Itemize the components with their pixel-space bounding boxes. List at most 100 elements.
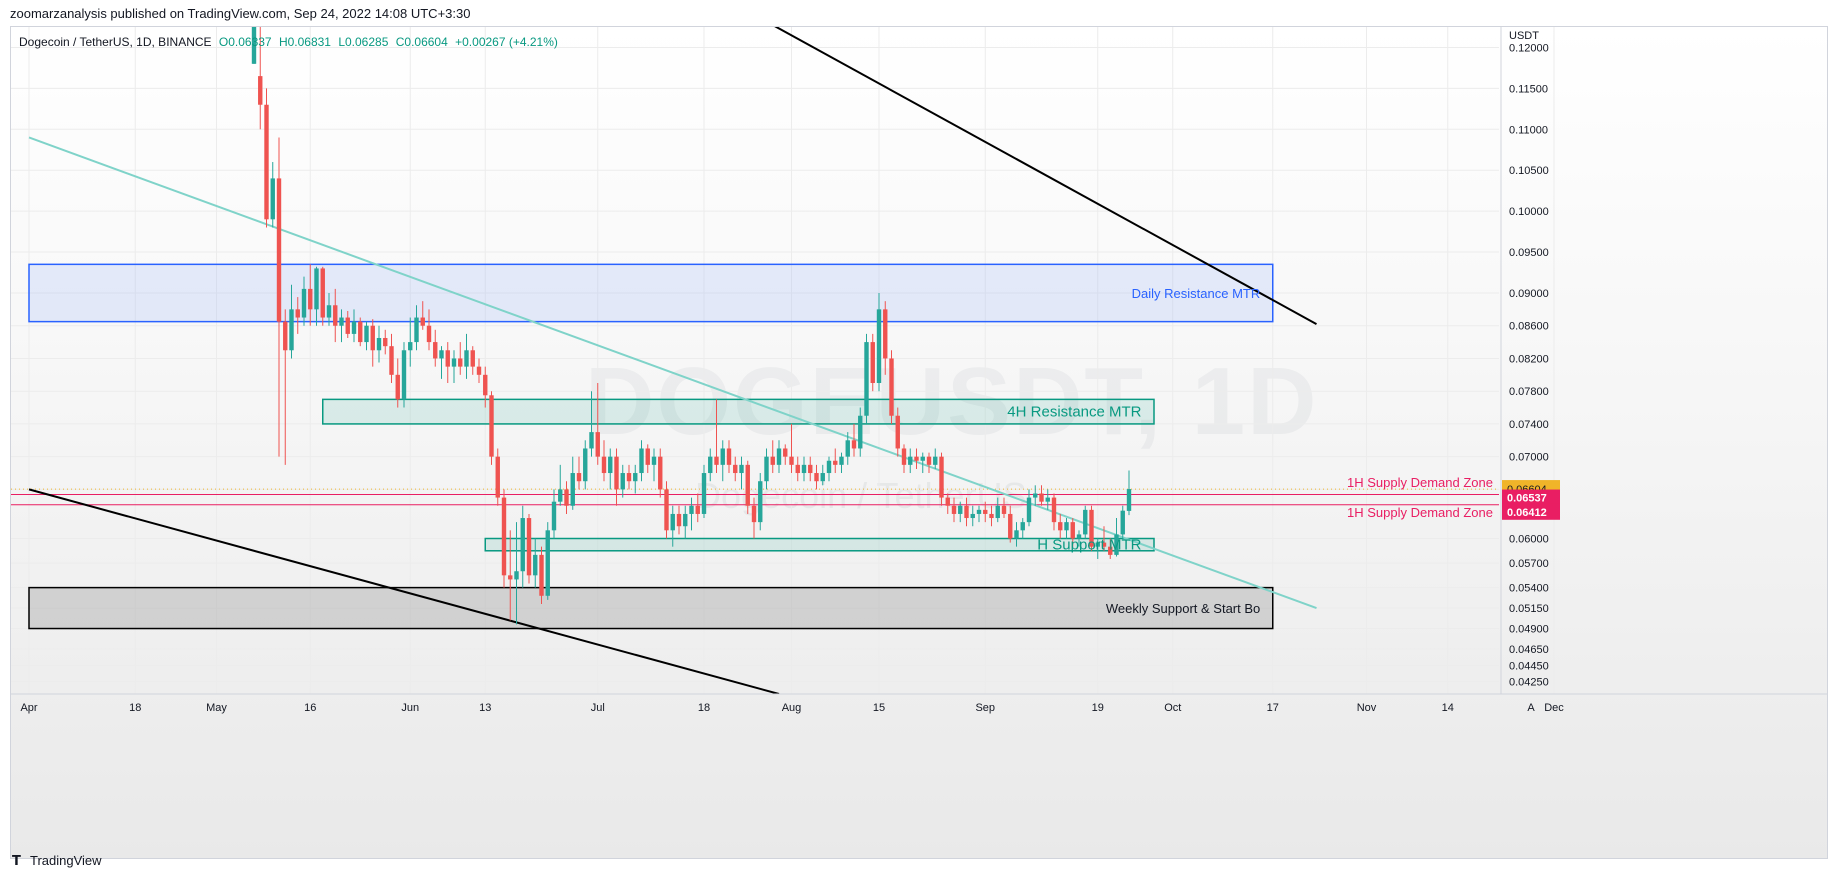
candle-body bbox=[433, 342, 438, 359]
candle-body bbox=[1089, 509, 1094, 547]
time-tick-label: Dec bbox=[1544, 702, 1564, 714]
candle-body bbox=[1058, 522, 1063, 531]
candle-body bbox=[1070, 522, 1075, 539]
price-tick-label: 0.12000 bbox=[1509, 42, 1549, 54]
candle-body bbox=[470, 350, 475, 367]
candle-body bbox=[589, 432, 594, 449]
candle-body bbox=[751, 505, 757, 523]
auto-scale-button[interactable]: A bbox=[1527, 702, 1535, 714]
candle-body bbox=[989, 513, 994, 519]
time-tick-label: Jul bbox=[591, 702, 605, 714]
candle-body bbox=[1108, 546, 1113, 555]
footer-brand[interactable]: TradingView bbox=[30, 853, 102, 868]
candle-body bbox=[283, 321, 288, 351]
candle-body bbox=[864, 342, 869, 416]
candle-body bbox=[1020, 522, 1025, 531]
candle-body bbox=[633, 473, 638, 482]
supply-zone-label: 1H Supply Demand Zone bbox=[1347, 505, 1493, 520]
ohlc-open: O0.06337 bbox=[218, 35, 272, 49]
candle-body bbox=[1076, 534, 1082, 539]
candle-body bbox=[851, 440, 857, 449]
time-tick-label: Sep bbox=[975, 702, 995, 714]
candle-body bbox=[745, 464, 750, 506]
candle-body bbox=[451, 358, 457, 367]
candle-body bbox=[658, 456, 663, 490]
price-tick-label: 0.09500 bbox=[1509, 247, 1549, 259]
time-tick-label: Aug bbox=[782, 702, 802, 714]
candle-body bbox=[651, 456, 657, 465]
candle-body bbox=[414, 317, 419, 343]
candle-body bbox=[795, 464, 800, 474]
time-tick-label: Jun bbox=[401, 702, 419, 714]
supply-price-tag bbox=[1502, 489, 1560, 506]
time-tick-label: Oct bbox=[1164, 702, 1181, 714]
candle-body bbox=[645, 448, 650, 465]
candle-body bbox=[351, 321, 357, 334]
supply-price-tag bbox=[1502, 503, 1560, 520]
candle-body bbox=[883, 309, 888, 359]
candle-body bbox=[308, 288, 313, 310]
candle-body bbox=[583, 448, 588, 482]
zone-rect bbox=[28, 263, 1274, 323]
chart-pane[interactable]: DOGEUSDT, 1D Dogecoin / TetherUS Daily R… bbox=[10, 26, 1828, 859]
candle-body bbox=[464, 350, 469, 367]
candle-body bbox=[714, 456, 719, 465]
candle-body bbox=[670, 513, 675, 531]
candle-body bbox=[833, 460, 838, 465]
candle-body bbox=[895, 415, 900, 449]
candlestick-chart[interactable]: Daily Resistance MTR 4H Resistance MTR H S… bbox=[11, 27, 1827, 858]
candle-body bbox=[495, 456, 500, 498]
candle-body bbox=[908, 456, 913, 465]
candle-body bbox=[1126, 489, 1132, 511]
supply-price-value: 0.06537 bbox=[1507, 493, 1547, 505]
candle-body bbox=[958, 505, 963, 514]
candle-body bbox=[476, 366, 482, 375]
candle-body bbox=[558, 489, 563, 502]
candle-body bbox=[758, 481, 763, 523]
candle-body bbox=[289, 309, 294, 351]
time-tick-label: 18 bbox=[129, 702, 141, 714]
price-tick-label: 0.05700 bbox=[1509, 558, 1549, 570]
candle-body bbox=[533, 554, 538, 576]
candle-body bbox=[276, 178, 282, 322]
candle-body bbox=[1045, 497, 1050, 502]
price-tick-label: 0.07800 bbox=[1509, 386, 1549, 398]
candle-body bbox=[839, 456, 844, 465]
candle-body bbox=[708, 456, 713, 474]
candle-body bbox=[926, 456, 932, 465]
price-axis-unit: USDT bbox=[1509, 30, 1539, 42]
time-tick-label: 15 bbox=[873, 702, 885, 714]
price-tick-label: 0.04450 bbox=[1509, 660, 1549, 672]
footer: 𝗧 TradingView bbox=[0, 845, 1834, 875]
candle-body bbox=[264, 104, 269, 220]
price-tick-label: 0.10500 bbox=[1509, 165, 1549, 177]
candle-body bbox=[739, 464, 744, 474]
candle-body bbox=[1001, 505, 1007, 514]
candle-body bbox=[970, 513, 975, 519]
candle-body bbox=[639, 448, 644, 474]
candle-body bbox=[483, 374, 488, 396]
candle-body bbox=[733, 464, 738, 474]
price-tick-label: 0.08600 bbox=[1509, 321, 1549, 333]
candle-body bbox=[295, 309, 300, 318]
candle-body bbox=[445, 350, 450, 367]
candle-body bbox=[376, 337, 382, 351]
trendline-upper-channel bbox=[774, 27, 1317, 325]
price-tick-label: 0.09000 bbox=[1509, 288, 1549, 300]
candle-body bbox=[1026, 497, 1032, 523]
tradingview-logo-icon[interactable]: 𝗧 bbox=[12, 853, 21, 868]
time-tick-label: 17 bbox=[1267, 702, 1279, 714]
trendline-lower-channel bbox=[28, 488, 780, 694]
candle-body bbox=[1095, 542, 1100, 547]
candle-body bbox=[608, 456, 613, 474]
ohlc-symbol: Dogecoin / TetherUS, 1D, BINANCE bbox=[19, 35, 212, 49]
candle-body bbox=[395, 374, 400, 400]
candle-body bbox=[458, 358, 463, 367]
candle-body bbox=[420, 317, 425, 326]
zone-rect bbox=[28, 586, 1274, 630]
candle-body bbox=[364, 325, 369, 343]
time-tick-label: 19 bbox=[1092, 702, 1104, 714]
supply-price-value: 0.06412 bbox=[1507, 507, 1547, 519]
candle-body bbox=[408, 342, 413, 351]
candle-body bbox=[720, 448, 725, 465]
